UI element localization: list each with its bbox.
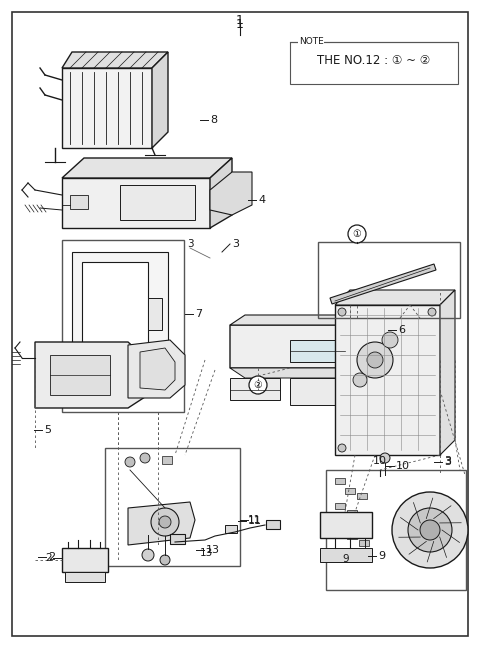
Text: 1: 1 <box>236 18 244 31</box>
Bar <box>225 525 237 533</box>
Text: 8: 8 <box>210 115 217 125</box>
Circle shape <box>149 362 161 374</box>
Circle shape <box>338 308 346 316</box>
Text: 5: 5 <box>44 425 51 435</box>
Text: 2: 2 <box>48 552 55 562</box>
Circle shape <box>353 373 367 387</box>
Circle shape <box>380 453 390 463</box>
Polygon shape <box>359 540 369 546</box>
Text: 7: 7 <box>195 309 202 319</box>
Polygon shape <box>210 172 252 215</box>
Bar <box>70 195 88 209</box>
Polygon shape <box>230 315 395 325</box>
Circle shape <box>159 516 171 528</box>
Polygon shape <box>335 305 440 455</box>
Bar <box>62 240 184 412</box>
Bar <box>162 456 172 464</box>
Circle shape <box>428 308 436 316</box>
Text: THE NO.12 : ① ~ ②: THE NO.12 : ① ~ ② <box>317 54 431 67</box>
Polygon shape <box>62 158 232 178</box>
Text: 10: 10 <box>373 456 387 466</box>
Polygon shape <box>62 178 210 228</box>
Text: 10: 10 <box>396 461 410 471</box>
Bar <box>318 242 460 318</box>
Polygon shape <box>347 533 357 539</box>
Bar <box>320 548 372 562</box>
Polygon shape <box>62 548 108 572</box>
Polygon shape <box>128 502 195 545</box>
Text: 3: 3 <box>444 456 451 466</box>
Text: 3: 3 <box>187 239 193 249</box>
Text: 4: 4 <box>258 195 265 205</box>
Bar <box>105 448 240 566</box>
Text: ①: ① <box>353 229 361 239</box>
Circle shape <box>357 342 393 378</box>
Polygon shape <box>128 340 185 398</box>
Circle shape <box>125 457 135 467</box>
Circle shape <box>408 508 452 552</box>
Polygon shape <box>230 325 395 368</box>
Circle shape <box>249 376 267 394</box>
Polygon shape <box>290 340 345 362</box>
Circle shape <box>140 453 150 463</box>
Polygon shape <box>62 68 152 148</box>
Bar <box>326 470 466 590</box>
Polygon shape <box>230 368 395 378</box>
Text: 13: 13 <box>206 545 220 555</box>
Polygon shape <box>347 556 357 562</box>
Polygon shape <box>290 378 350 405</box>
Text: 6: 6 <box>398 325 405 335</box>
Polygon shape <box>359 516 369 522</box>
Text: 9: 9 <box>343 554 349 564</box>
Polygon shape <box>50 355 110 395</box>
Polygon shape <box>148 298 162 330</box>
Text: 2: 2 <box>46 553 52 563</box>
Polygon shape <box>440 290 455 455</box>
Text: 11: 11 <box>248 515 261 525</box>
Polygon shape <box>330 264 436 304</box>
Circle shape <box>420 520 440 540</box>
Polygon shape <box>210 158 232 228</box>
Polygon shape <box>35 342 148 408</box>
Bar <box>65 572 105 582</box>
Text: NOTE: NOTE <box>299 38 324 47</box>
Polygon shape <box>82 262 148 362</box>
Text: 3: 3 <box>232 239 239 249</box>
Polygon shape <box>385 315 395 335</box>
Polygon shape <box>320 512 372 538</box>
Circle shape <box>141 354 169 382</box>
Text: 9: 9 <box>378 551 385 561</box>
Polygon shape <box>152 52 168 148</box>
Polygon shape <box>347 510 357 516</box>
Bar <box>290 42 458 84</box>
Polygon shape <box>335 550 345 556</box>
Text: 13: 13 <box>199 548 213 558</box>
Polygon shape <box>230 378 280 400</box>
Polygon shape <box>357 493 367 499</box>
Polygon shape <box>72 252 168 378</box>
Polygon shape <box>345 488 355 494</box>
Text: 3: 3 <box>444 457 451 467</box>
Polygon shape <box>335 526 345 532</box>
Circle shape <box>367 352 383 368</box>
Text: 1: 1 <box>236 14 244 27</box>
Text: ②: ② <box>253 380 263 390</box>
Polygon shape <box>62 52 168 68</box>
Circle shape <box>151 508 179 536</box>
Polygon shape <box>120 185 195 220</box>
Circle shape <box>338 444 346 452</box>
Bar <box>170 534 185 544</box>
Bar <box>266 520 280 529</box>
Circle shape <box>160 555 170 565</box>
Polygon shape <box>335 503 345 509</box>
Polygon shape <box>335 478 345 484</box>
Text: 11: 11 <box>248 516 262 526</box>
Polygon shape <box>335 290 455 305</box>
Circle shape <box>348 225 366 243</box>
Polygon shape <box>140 348 175 390</box>
Circle shape <box>392 492 468 568</box>
Circle shape <box>382 332 398 348</box>
Circle shape <box>142 549 154 561</box>
